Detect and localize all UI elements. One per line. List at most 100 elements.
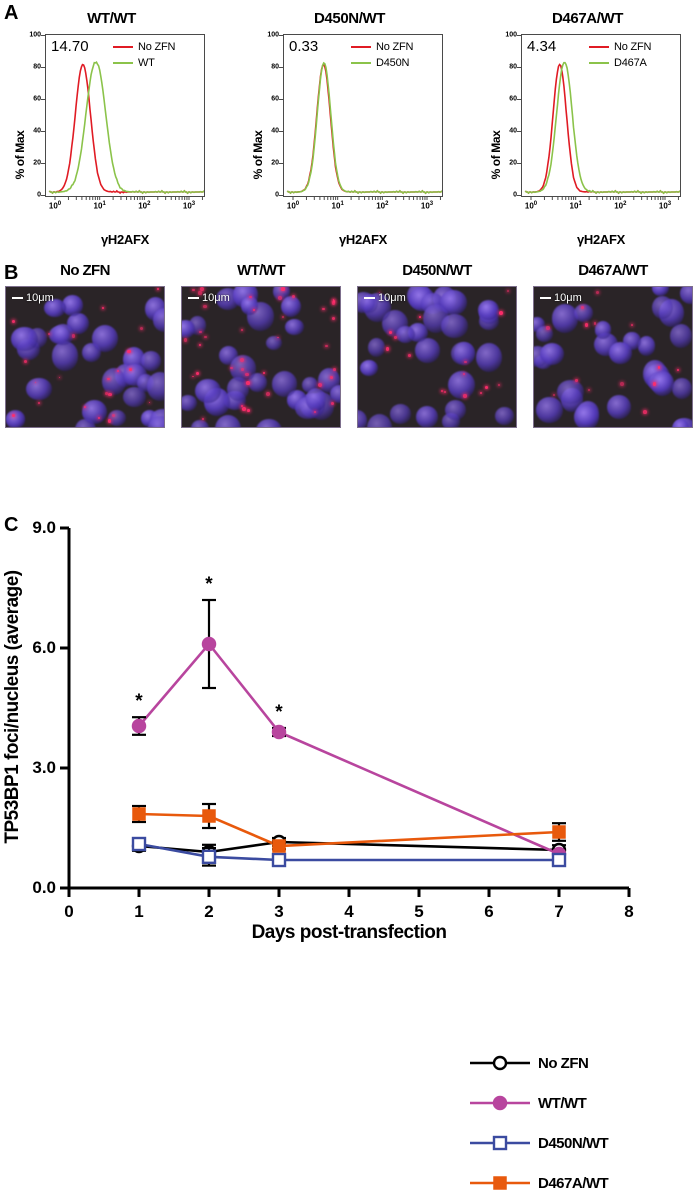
flow-x-axis-label: γH2AFX <box>100 232 150 247</box>
cell-nucleus <box>672 418 690 427</box>
flow-y-tick-mark <box>517 163 521 164</box>
cell-nucleus <box>256 419 282 427</box>
scale-bar: 10μm <box>12 292 54 304</box>
chart-x-tick-label: 2 <box>204 902 214 921</box>
chart-legend-label: No ZFN <box>538 1054 589 1072</box>
cell-nucleus <box>182 394 198 411</box>
chart-legend-marker <box>470 1055 530 1071</box>
panel-a: A WT/WT % of Max 100 80 60 40 20 0 100 101 102 103 γ… <box>0 0 699 258</box>
tp53bp1-focus <box>83 406 86 409</box>
tp53bp1-focus <box>239 357 244 362</box>
cell-nucleus <box>271 371 297 397</box>
cell-nucleus <box>447 371 475 400</box>
cell-nucleus <box>280 296 301 318</box>
flow-y-tick-label: 0 <box>275 191 279 199</box>
tp53bp1-focus <box>587 388 590 392</box>
flow-x-axis-label: γH2AFX <box>338 232 388 247</box>
cell-nucleus <box>637 336 656 356</box>
flow-y-tick-mark <box>279 99 283 100</box>
flow-histogram-curves <box>524 61 680 195</box>
panel-c-letter: C <box>4 514 18 536</box>
tp53bp1-focus <box>282 315 285 318</box>
tp53bp1-focus <box>203 304 207 309</box>
tp53bp1-focus <box>240 329 243 332</box>
significance-asterisk: * <box>135 691 143 713</box>
flow-x-tick-label: 100 <box>48 201 62 211</box>
chart-legend: No ZFN WT/WT D450N/WT D467A/WT <box>470 1043 609 1203</box>
cell-nucleus <box>495 406 514 425</box>
chart-legend-label: WT/WT <box>538 1094 587 1112</box>
cell-nucleus <box>651 296 673 320</box>
tp53bp1-focus <box>104 392 108 396</box>
tp53bp1-focus <box>198 291 202 295</box>
flow-y-tick-mark <box>41 131 45 132</box>
flow-legend-swatch <box>113 45 133 49</box>
tp53bp1-focus <box>263 372 266 375</box>
chart-x-axis-label: Days post-transfection <box>251 922 447 943</box>
tp53bp1-focus <box>292 295 296 299</box>
tp53bp1-focus <box>127 349 131 354</box>
cell-nucleus <box>367 338 386 358</box>
chart-legend-item[interactable]: WT/WT <box>470 1083 608 1123</box>
microscopy-field <box>358 287 516 427</box>
flow-y-tick-mark <box>517 131 521 132</box>
flow-y-tick-mark <box>41 195 45 196</box>
cell-nucleus <box>445 399 467 420</box>
tp53bp1-focus <box>677 368 680 371</box>
cell-nucleus <box>390 404 412 424</box>
cell-nucleus <box>536 326 553 343</box>
tp53bp1-focus <box>200 287 204 291</box>
tp53bp1-focus <box>11 413 15 417</box>
tp53bp1-focus <box>581 306 585 309</box>
cell-nucleus <box>140 350 161 372</box>
tp53bp1-focus <box>385 347 390 351</box>
tp53bp1-focus <box>443 390 446 393</box>
chart-legend-item[interactable]: D467A/WT <box>470 1163 609 1203</box>
significance-asterisk: * <box>205 574 213 595</box>
cell-nucleus <box>26 377 52 401</box>
flow-y-tick-label: 60 <box>271 95 279 103</box>
tp53bp1-focus <box>265 392 270 397</box>
flow-x-tick-label: 100 <box>524 201 538 211</box>
microscopy-image: 10μm <box>5 286 165 428</box>
tp53bp1-focus <box>278 296 282 300</box>
tp53bp1-focus <box>71 334 76 339</box>
tp53bp1-focus <box>107 377 110 381</box>
tp53bp1-focus <box>546 326 550 330</box>
cell-nucleus <box>476 342 503 373</box>
cell-nucleus <box>11 327 38 351</box>
chart-legend-item[interactable]: D450N/WT <box>470 1123 609 1163</box>
flow-legend-item: No ZFN <box>589 39 652 55</box>
flow-y-tick-label: 100 <box>505 31 517 39</box>
flow-y-tick-label: 20 <box>271 159 279 167</box>
flow-y-tick-mark <box>279 163 283 164</box>
flow-x-tick-label: 101 <box>331 201 344 211</box>
flow-legend-swatch <box>589 61 609 65</box>
flow-legend: No ZFN D450N <box>351 39 414 71</box>
tp53bp1-focus <box>199 344 202 346</box>
cell-nucleus <box>573 304 593 323</box>
flow-y-tick-mark <box>41 163 45 164</box>
tp53bp1-focus <box>129 368 132 371</box>
cell-nucleus <box>441 314 468 338</box>
chart-legend-item[interactable]: No ZFN <box>470 1043 608 1083</box>
flow-y-tick-label: 100 <box>267 31 279 39</box>
cell-nucleus <box>671 377 692 399</box>
tp53bp1-focus <box>34 381 37 384</box>
cell-nucleus <box>329 385 340 404</box>
tp53bp1-focus <box>498 311 503 316</box>
cell-nucleus <box>670 323 692 348</box>
flow-x-tick-label: 102 <box>376 201 389 211</box>
cell-nucleus <box>44 298 67 318</box>
tp53bp1-focus <box>249 296 252 299</box>
tp53bp1-focus <box>331 301 336 306</box>
panel-c: C TP53BP1 foci/nucleus (average) Days po… <box>0 500 699 1192</box>
tp53bp1-focus <box>440 390 443 393</box>
tp53bp1-focus <box>464 361 467 364</box>
cell-nucleus <box>148 416 164 427</box>
flow-y-tick-label: 80 <box>33 63 41 71</box>
flow-y-tick-mark <box>41 99 45 100</box>
chart-x-tick-label: 8 <box>624 902 634 921</box>
flow-x-minor-ticks <box>54 197 203 200</box>
scale-bar-line <box>188 297 199 299</box>
